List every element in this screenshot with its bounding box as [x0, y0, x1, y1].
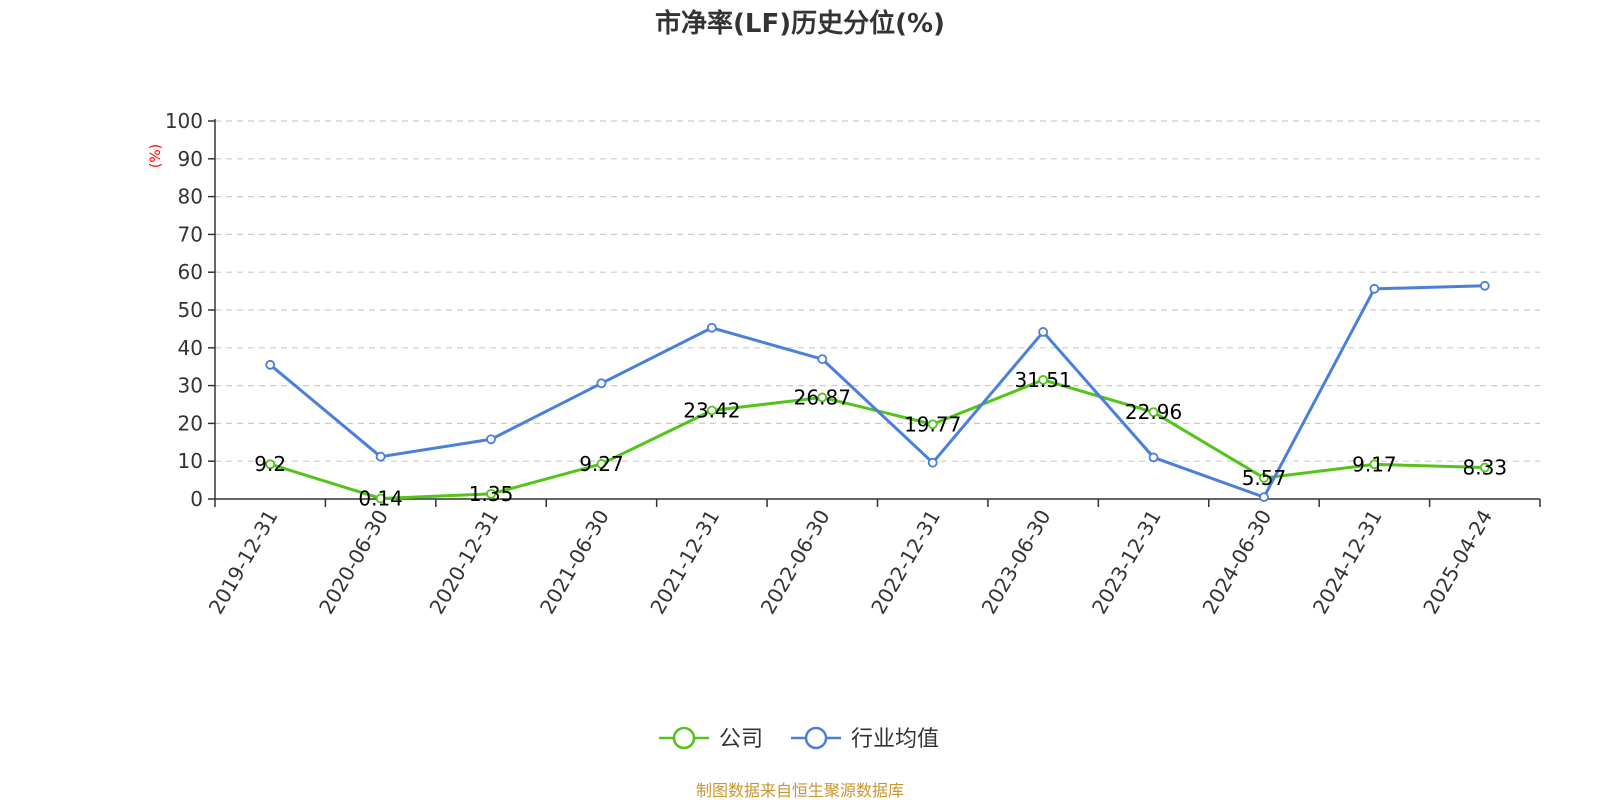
data-point [1479, 462, 1490, 473]
legend: 公司 行业均值 [659, 726, 939, 752]
data-source-note: 制图数据来自恒生聚源数据库 [696, 781, 904, 800]
x-tick-label: 2021-12-31 [645, 506, 724, 619]
x-tick-label: 2024-12-31 [1308, 506, 1387, 619]
y-tick-label: 60 [178, 260, 203, 284]
data-point [817, 354, 828, 365]
x-tick-label: 2022-06-30 [756, 506, 835, 619]
y-tick-label: 10 [178, 449, 203, 473]
data-label: 0.14 [358, 486, 403, 510]
x-tick-label: 2023-06-30 [977, 506, 1056, 619]
data-point [265, 359, 276, 370]
x-tick-label: 2023-12-31 [1087, 506, 1166, 619]
y-tick-label: 70 [178, 222, 203, 246]
data-label: 19.77 [904, 412, 961, 436]
legend-item-1: 公司 [659, 726, 763, 752]
data-point [706, 322, 717, 333]
legend-marker [672, 726, 696, 750]
data-point [817, 392, 828, 403]
data-point [375, 493, 386, 504]
data-point [927, 419, 938, 430]
axes [208, 119, 1541, 507]
legend-marker [804, 726, 828, 750]
legend-label: 行业均值 [851, 727, 939, 752]
legend-item-2: 行业均值 [791, 726, 939, 752]
data-label: 26.87 [794, 385, 851, 409]
y-tick-label: 0 [190, 487, 203, 511]
data-point [1148, 452, 1159, 463]
x-tick-label: 2019-12-31 [204, 506, 283, 619]
data-point [1259, 492, 1269, 503]
data-labels: 9.2 0.14 1.35 9.27 23.42 26.87 19.77 31.51 22.96… [254, 368, 1507, 511]
data-point [1479, 280, 1490, 291]
data-point [486, 488, 496, 499]
data-point [706, 405, 717, 416]
data-label: 9.27 [579, 452, 624, 476]
y-tick-label: 80 [178, 185, 203, 209]
data-label: 5.57 [1242, 466, 1287, 490]
data-point [375, 451, 386, 462]
data-label: 1.35 [469, 482, 514, 506]
grid-lines [215, 120, 1540, 462]
data-label: 9.2 [254, 452, 286, 476]
data-point [486, 434, 496, 445]
data-point [1038, 374, 1049, 385]
x-tick-label: 2024-06-30 [1197, 506, 1276, 619]
series-layer [265, 280, 1490, 504]
series-1 [265, 374, 1490, 504]
y-tick-label: 50 [178, 298, 203, 322]
data-label: 9.17 [1352, 452, 1397, 476]
series-line [269, 284, 1485, 499]
x-tick-label: 2020-06-30 [314, 506, 393, 619]
series-2 [265, 280, 1490, 503]
y-tick-label: 100 [165, 109, 203, 133]
data-point [1038, 327, 1049, 337]
data-point [1369, 459, 1380, 470]
data-point [596, 378, 607, 389]
x-tick-label: 2022-12-31 [866, 506, 945, 619]
y-tick-label: 20 [178, 411, 203, 435]
x-tick-label: 2025-04-24 [1418, 506, 1497, 619]
y-axis-label: (%) [148, 144, 164, 168]
chart-title: 市净率(LF)历史分位(%) [655, 8, 945, 39]
x-tick-label: 2020-12-31 [424, 506, 503, 619]
y-tick-labels: 0 10 20 30 40 50 60 70 80 90 100 [165, 109, 203, 511]
y-tick-label: 30 [178, 374, 203, 398]
x-tick-labels: 2019-12-31 2020-06-30 2020-12-31 2021-06-30… [204, 506, 1497, 619]
y-tick-label: 40 [178, 336, 203, 360]
y-tick-label: 90 [178, 147, 203, 171]
data-point [1369, 283, 1380, 294]
data-point [1148, 407, 1159, 418]
data-point [596, 459, 607, 469]
x-tick-label: 2021-06-30 [535, 506, 614, 619]
data-point [927, 457, 938, 468]
series-line [269, 378, 1485, 500]
data-point [1259, 473, 1269, 483]
data-label: 31.51 [1014, 368, 1071, 392]
data-label: 8.33 [1463, 456, 1508, 480]
data-label: 22.96 [1125, 400, 1182, 424]
data-label: 23.42 [683, 398, 740, 422]
data-point [265, 459, 276, 470]
legend-label: 公司 [719, 727, 763, 752]
